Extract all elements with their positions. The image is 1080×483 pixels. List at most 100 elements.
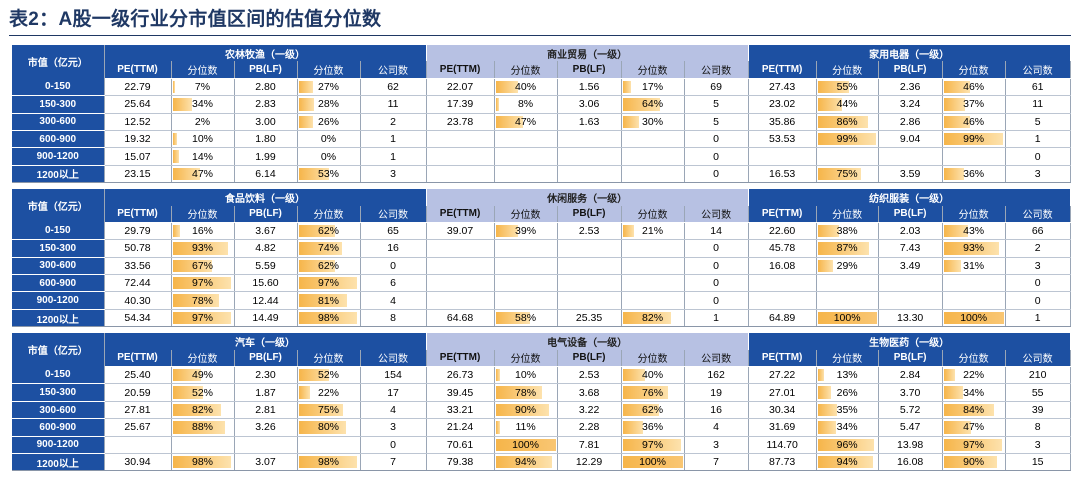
value-text: 31.69: [768, 421, 796, 434]
column-header: 公司数: [360, 61, 427, 79]
value-text: 3: [1034, 438, 1041, 451]
valuation-table-container: 市值（亿元） 农林牧渔（一级） 商业贸易（一级） 家用电器（一级） PE(TTM) 分位数…: [12, 45, 1071, 472]
column-header: PB(LF): [557, 61, 622, 79]
row-label: 1200以上: [12, 453, 105, 472]
percentile-cell: 36%: [621, 418, 685, 437]
percentile-cell: [621, 239, 685, 258]
percentile-cell: 22%: [942, 366, 1006, 385]
percentile-cell: [494, 239, 558, 258]
value-cell: 39.45: [426, 383, 495, 402]
value-text: 25.64: [124, 98, 151, 111]
percentile-text: 88%: [191, 421, 213, 434]
percentile-text: 99%: [963, 133, 985, 146]
value-text: 62: [387, 80, 399, 93]
value-cell: 2.53: [557, 366, 622, 385]
spacer-cell: [12, 182, 1071, 190]
value-text: 16: [387, 242, 399, 255]
percentile-text: 39%: [515, 225, 537, 238]
value-text: 0: [713, 133, 720, 146]
value-cell: 0: [1005, 147, 1071, 166]
percentile-text: 82%: [642, 312, 664, 325]
value-cell: 25.40: [104, 366, 172, 385]
percentile-cell: 26%: [297, 113, 361, 131]
percentile-cell: 31%: [942, 257, 1006, 276]
value-text: 15.60: [252, 277, 279, 290]
percentile-bar: [622, 421, 643, 434]
value-cell: 3: [684, 436, 749, 454]
percentile-text: 31%: [963, 259, 985, 272]
value-cell: 29.79: [104, 222, 172, 241]
percentile-bar: [943, 224, 969, 238]
percentile-text: 82%: [191, 404, 213, 416]
value-cell: 9.04: [878, 130, 943, 149]
percentile-text: 100%: [512, 438, 539, 451]
value-text: 3: [390, 167, 396, 180]
industry-header: 商业贸易（一级）: [426, 45, 749, 62]
percentile-text: 21%: [642, 225, 664, 238]
percentile-cell: 82%: [171, 401, 235, 420]
value-text: 21.24: [446, 421, 474, 434]
value-cell: 1.56: [557, 78, 622, 97]
table-row: 600-900 19.32 10% 1.80 0% 1 0 53.53 99% 9.04 99% 1: [12, 130, 1071, 149]
table-row: 900-1200 40.30 78% 12.44 81% 4 0 0: [12, 291, 1071, 310]
percentile-bar: [298, 259, 335, 273]
value-text: 7: [390, 456, 396, 469]
column-header: 分位数: [171, 61, 235, 79]
column-header: 公司数: [684, 61, 749, 79]
percentile-bar: [817, 167, 862, 181]
value-text: 17: [387, 386, 399, 399]
value-text: 114.70: [766, 438, 798, 451]
value-cell: 0: [1005, 274, 1071, 293]
column-header: 公司数: [1005, 61, 1071, 79]
value-text: 69: [710, 80, 722, 93]
percentile-cell: 29%: [816, 257, 879, 276]
percentile-text: 100%: [833, 312, 861, 325]
percentile-cell: 90%: [494, 401, 558, 420]
value-text: 3.26: [255, 421, 276, 434]
column-header: 分位数: [816, 61, 879, 79]
column-header: 公司数: [360, 349, 427, 368]
value-cell: 70.61: [426, 436, 495, 454]
percentile-text: 62%: [317, 225, 339, 238]
percentile-bar: [943, 455, 998, 469]
value-text: 11: [1032, 98, 1044, 111]
percentile-text: 90%: [963, 456, 985, 469]
percentile-cell: 39%: [494, 222, 558, 241]
value-cell: 1: [360, 147, 427, 166]
column-header: PE(TTM): [104, 205, 172, 223]
industry-header-row: 市值（亿元） 汽车（一级） 电气设备（一级） 生物医药（一级）: [12, 333, 1071, 367]
value-cell: 39.07: [426, 222, 495, 241]
value-text: 0: [1034, 294, 1041, 307]
value-cell: 7: [684, 453, 749, 472]
percentile-bar: [943, 242, 1000, 255]
table-row: 1200以上 54.34 97% 14.49 98% 8 64.68 58% 25.35 82% 1…: [12, 309, 1071, 328]
value-text: 3.24: [899, 98, 921, 111]
value-cell: [426, 239, 495, 258]
value-cell: 21.24: [426, 418, 495, 437]
row-header-cell: 市值（亿元）: [12, 333, 105, 367]
value-cell: 6.14: [234, 165, 298, 184]
value-text: 16.53: [768, 167, 796, 180]
value-cell: 2.84: [878, 366, 943, 385]
value-text: 11: [387, 98, 399, 111]
column-header: PE(TTM): [748, 61, 817, 79]
value-text: 66: [1031, 225, 1044, 238]
column-header: 分位数: [621, 205, 685, 223]
value-cell: 1: [1005, 130, 1071, 149]
table-row: 0-150 22.79 7% 2.80 27% 62 22.07 40% 1.56 17% 69 27…: [12, 78, 1071, 97]
percentile-text: 93%: [963, 242, 985, 255]
value-text: 2.81: [255, 404, 276, 416]
value-cell: [426, 165, 495, 184]
value-text: 12.52: [124, 115, 151, 128]
column-header: 公司数: [684, 349, 749, 368]
percentile-bar: [817, 403, 837, 417]
percentile-cell: [621, 165, 685, 184]
value-text: 0: [713, 150, 720, 163]
percentile-text: 62%: [317, 259, 339, 272]
percentile-cell: 100%: [816, 309, 879, 328]
value-text: 0: [713, 294, 720, 307]
value-cell: 17.39: [426, 95, 495, 114]
value-cell: 5: [684, 95, 749, 114]
value-cell: 14: [684, 222, 749, 241]
percentile-text: 55%: [836, 80, 858, 93]
